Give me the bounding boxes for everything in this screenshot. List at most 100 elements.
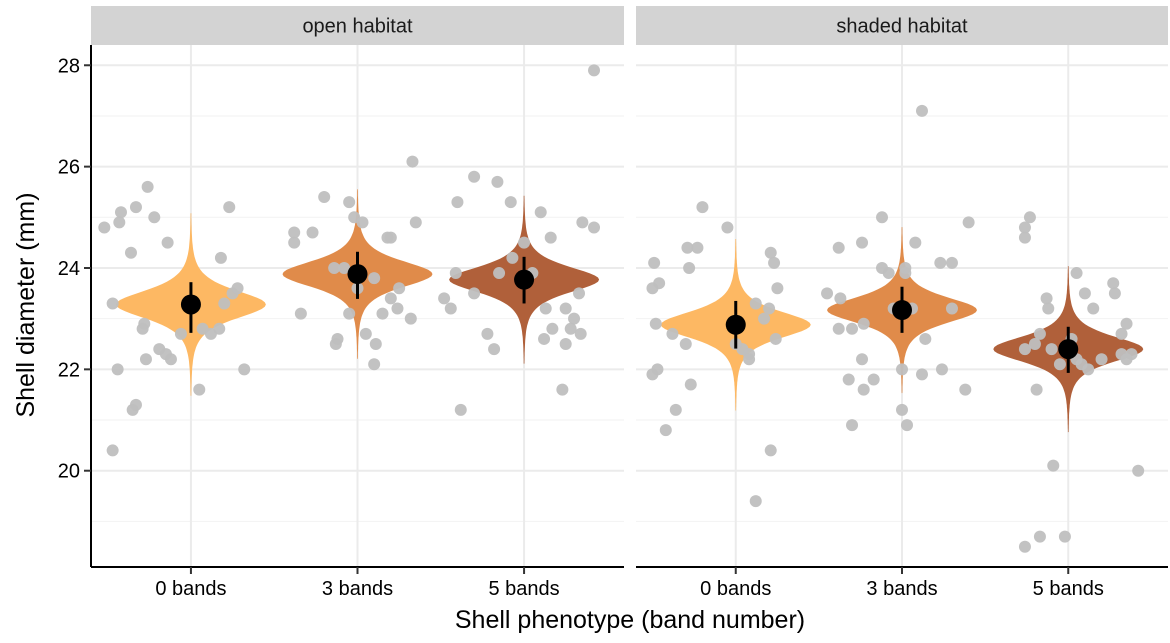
raw-point bbox=[534, 206, 547, 219]
raw-point bbox=[899, 267, 912, 280]
y-axis-title: Shell diameter (mm) bbox=[12, 192, 40, 417]
x-tick-label: 5 bands bbox=[488, 578, 559, 600]
raw-point bbox=[1033, 530, 1046, 543]
raw-point bbox=[648, 256, 661, 269]
raw-point bbox=[764, 444, 777, 457]
mean-point bbox=[347, 264, 368, 285]
y-tick-label: 22 bbox=[58, 359, 80, 381]
raw-point bbox=[1107, 277, 1120, 290]
facet-strips: open habitat shaded habitat bbox=[91, 6, 1168, 45]
raw-point bbox=[504, 196, 517, 209]
raw-point bbox=[238, 363, 251, 376]
y-tick-label: 26 bbox=[58, 157, 80, 179]
raw-point bbox=[1023, 211, 1036, 224]
raw-point bbox=[139, 353, 152, 366]
raw-point bbox=[1078, 287, 1091, 300]
mean-point bbox=[180, 294, 201, 315]
raw-point bbox=[945, 302, 958, 315]
raw-point bbox=[231, 282, 244, 295]
raw-point bbox=[111, 363, 124, 376]
raw-point bbox=[493, 267, 506, 280]
raw-point bbox=[223, 201, 236, 214]
raw-point bbox=[406, 155, 419, 168]
raw-point bbox=[1018, 540, 1031, 553]
raw-point bbox=[919, 332, 932, 345]
raw-point bbox=[409, 216, 422, 229]
raw-point bbox=[539, 302, 552, 315]
raw-point bbox=[646, 368, 659, 381]
raw-point bbox=[909, 236, 922, 249]
raw-point bbox=[556, 383, 569, 396]
raw-point bbox=[1095, 353, 1108, 366]
axes: 0 bands 3 bands 5 bands 0 bands 3 bands 5 ban… bbox=[58, 45, 1168, 600]
raw-point bbox=[1132, 464, 1145, 477]
y-tick-label: 24 bbox=[58, 258, 80, 280]
raw-point bbox=[1040, 292, 1053, 305]
x-tick-label: 3 bands bbox=[322, 578, 393, 600]
raw-point bbox=[1018, 231, 1031, 244]
raw-point bbox=[328, 261, 341, 274]
raw-point bbox=[368, 272, 381, 285]
raw-point bbox=[331, 332, 344, 345]
raw-point bbox=[129, 398, 142, 411]
raw-point bbox=[193, 383, 206, 396]
facet-strip-label: shaded habitat bbox=[836, 16, 968, 38]
raw-point bbox=[649, 317, 662, 330]
mean-point bbox=[514, 269, 535, 290]
raw-point bbox=[882, 267, 895, 280]
raw-point bbox=[559, 338, 572, 351]
raw-point bbox=[669, 403, 682, 416]
raw-point bbox=[506, 251, 519, 264]
raw-point bbox=[174, 327, 187, 340]
raw-point bbox=[343, 307, 356, 320]
raw-point bbox=[288, 226, 301, 239]
raw-point bbox=[114, 206, 127, 219]
raw-point bbox=[384, 292, 397, 305]
raw-point bbox=[743, 353, 756, 366]
raw-point bbox=[468, 170, 481, 183]
x-axis-title: Shell phenotype (band number) bbox=[455, 606, 805, 634]
raw-point bbox=[764, 246, 777, 259]
raw-point bbox=[129, 201, 142, 214]
raw-point bbox=[679, 338, 692, 351]
raw-point bbox=[438, 292, 451, 305]
raw-point bbox=[451, 196, 464, 209]
raw-point bbox=[106, 444, 119, 457]
raw-point bbox=[1058, 530, 1071, 543]
raw-point bbox=[1028, 338, 1041, 351]
y-tick-label: 20 bbox=[58, 461, 80, 483]
raw-point bbox=[338, 261, 351, 274]
raw-point bbox=[356, 216, 369, 229]
raw-point bbox=[213, 322, 226, 335]
raw-point bbox=[945, 256, 958, 269]
raw-point bbox=[1070, 267, 1083, 280]
raw-point bbox=[391, 302, 404, 315]
facet-strip-background bbox=[636, 6, 1168, 45]
mean-ci-summaries bbox=[180, 251, 1079, 373]
raw-point bbox=[306, 226, 319, 239]
raw-point bbox=[959, 383, 972, 396]
raw-point bbox=[196, 322, 209, 335]
raw-point bbox=[758, 312, 771, 325]
raw-point bbox=[559, 302, 572, 315]
x-tick-label: 0 bands bbox=[700, 578, 771, 600]
raw-point bbox=[1108, 287, 1121, 300]
raw-point bbox=[763, 302, 776, 315]
raw-point bbox=[1115, 327, 1128, 340]
raw-point bbox=[1045, 343, 1058, 356]
raw-point bbox=[568, 312, 581, 325]
raw-point bbox=[857, 317, 870, 330]
raw-point bbox=[896, 403, 908, 416]
raw-point bbox=[771, 282, 784, 295]
raw-point bbox=[749, 297, 762, 310]
mean-point bbox=[725, 314, 746, 335]
raw-point bbox=[369, 338, 382, 351]
raw-point bbox=[856, 353, 869, 366]
raw-point bbox=[666, 327, 679, 340]
raw-point bbox=[768, 256, 781, 269]
raw-point bbox=[136, 322, 149, 335]
raw-point bbox=[1082, 363, 1095, 376]
raw-point bbox=[1018, 221, 1031, 234]
raw-point bbox=[164, 353, 177, 366]
mean-point bbox=[1058, 339, 1079, 360]
